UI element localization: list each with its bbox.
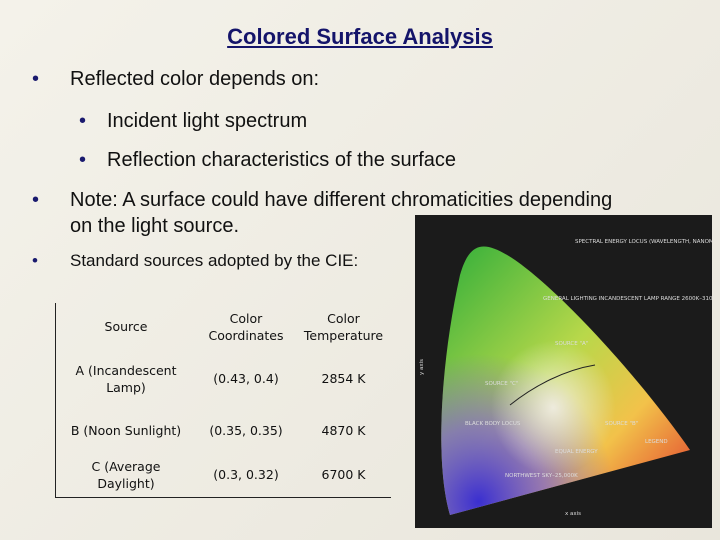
figure-label: SOURCE "C" <box>485 381 518 387</box>
table-cell: (0.3, 0.32) <box>213 467 279 483</box>
figure-label: SPECTRAL ENERGY LOCUS (WAVELENGTH, NANOM… <box>575 239 712 245</box>
figure-label: EQUAL ENERGY <box>555 449 598 455</box>
table-cell: B (Noon Sunlight) <box>70 422 182 438</box>
table-cell: (0.43, 0.4) <box>213 371 279 386</box>
figure-label: y axis <box>419 359 425 375</box>
table-header: Color Temperature <box>303 310 384 343</box>
black-body-locus <box>509 364 596 406</box>
cie-table: Source Color Coordinates Color Temperatu… <box>55 303 391 498</box>
table-cell: 6700 K <box>321 467 366 483</box>
table-cell: 2854 K <box>321 371 366 386</box>
figure-label: SOURCE "A" <box>555 341 588 347</box>
slide-title: Colored Surface Analysis <box>227 24 493 49</box>
bullet: Reflected color depends on: <box>32 66 319 92</box>
figure-label: NORTHWEST SKY–25,000K <box>505 473 578 479</box>
table-cell: A (Incandescent Lamp) <box>75 362 177 395</box>
figure-label: GENERAL LIGHTING INCANDESCENT LAMP RANGE… <box>543 296 712 302</box>
bullet: Note: A surface could have different chr… <box>32 187 630 239</box>
table-header: Source <box>104 319 148 334</box>
small-bullet: Standard sources adopted by the CIE: <box>32 248 358 274</box>
figure-label: LEGEND <box>645 439 668 445</box>
table-cell: 4870 K <box>321 422 366 438</box>
table-cell: C (Average Daylight) <box>91 458 161 491</box>
white-point <box>441 246 690 516</box>
figure-label: SOURCE "B" <box>605 421 638 427</box>
cie-diagram: SPECTRAL ENERGY LOCUS (WAVELENGTH, NANOM… <box>415 215 712 528</box>
sub-bullet: Incident light spectrum <box>79 108 307 134</box>
table-header: Color Coordinates <box>208 310 284 343</box>
sub-bullet: Reflection characteristics of the surfac… <box>79 147 456 173</box>
figure-label: BLACK BODY LOCUS <box>465 421 521 427</box>
table-cell: (0.35, 0.35) <box>209 422 283 438</box>
figure-label: x axis <box>565 511 581 517</box>
